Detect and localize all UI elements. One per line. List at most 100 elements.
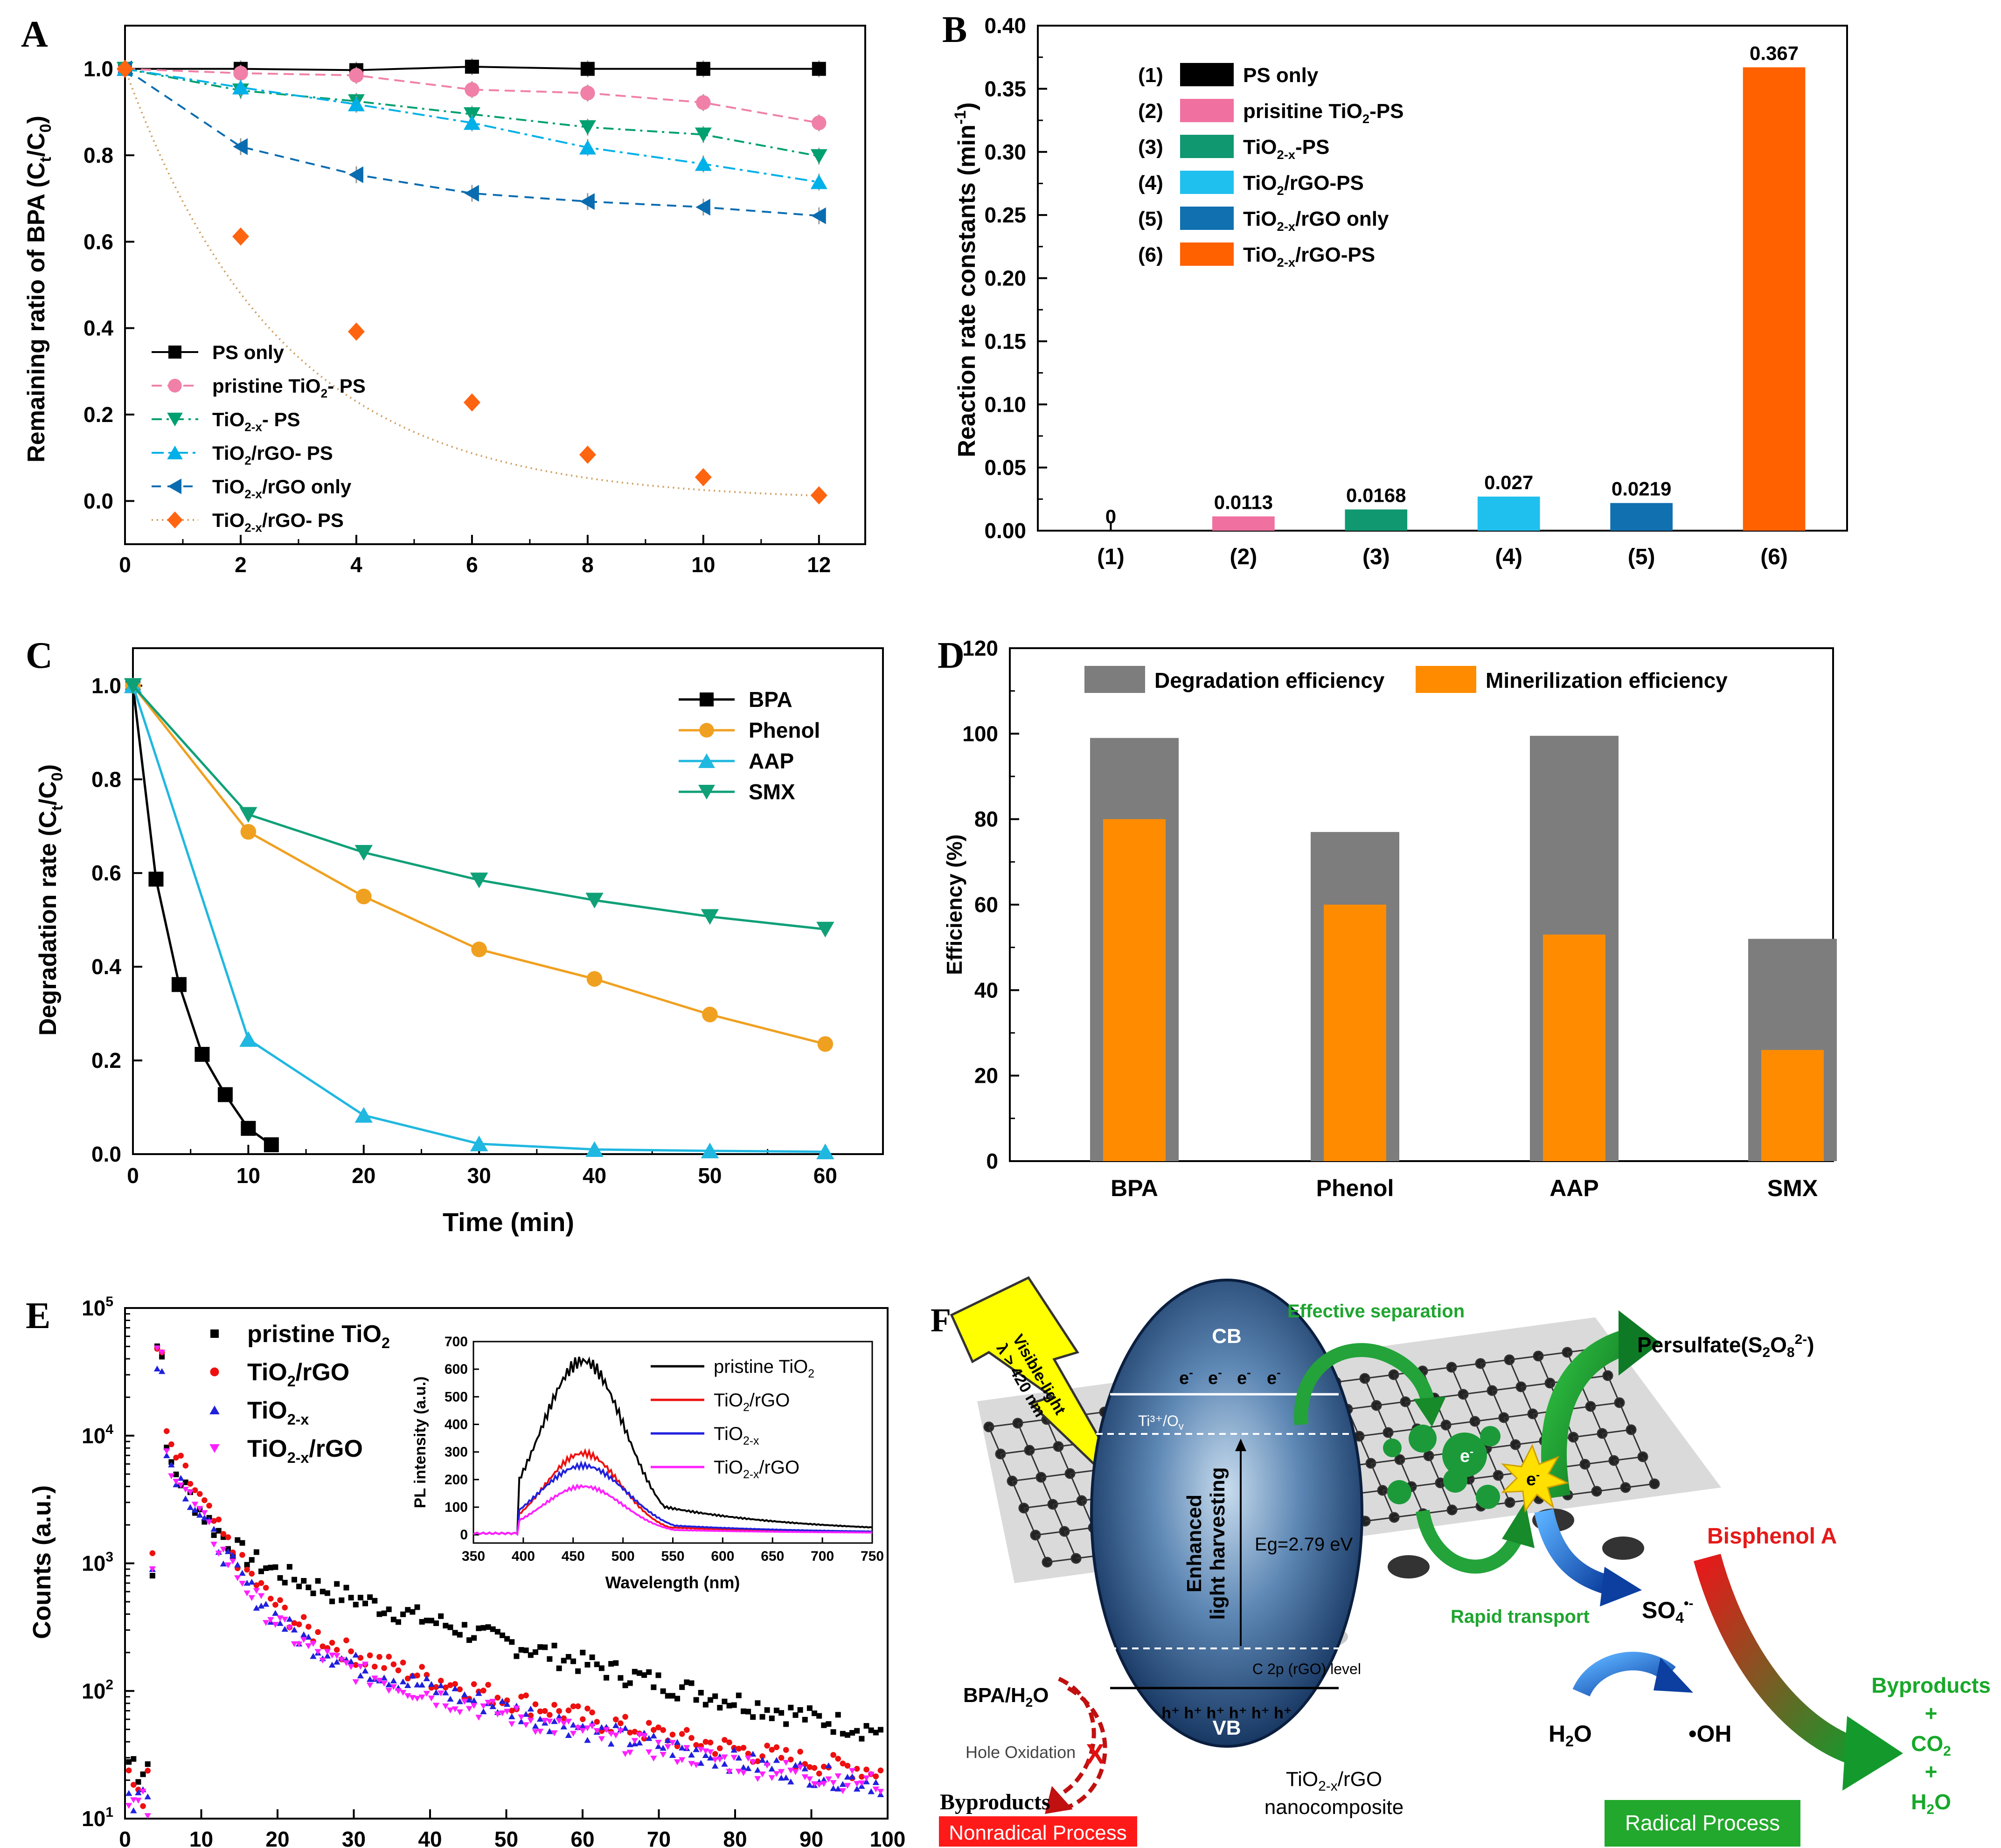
e-legend-label: TiO2-x — [247, 1397, 309, 1428]
panel-c-x-axis-label: Time (min) — [443, 1207, 574, 1237]
e-series-2-point — [257, 1602, 265, 1609]
b-legend-label: PS only — [1243, 64, 1319, 87]
e-series-1-point — [627, 1730, 633, 1736]
svg-text:e-: e- — [1267, 1365, 1281, 1388]
e-series-3-point — [598, 1736, 605, 1742]
inset-x-tick-label: 600 — [711, 1549, 734, 1564]
a-series-0-point — [812, 62, 826, 76]
c-x-tick-label: 40 — [583, 1163, 606, 1188]
e-series-2-point — [163, 1452, 170, 1459]
e-series-2-point — [697, 1760, 704, 1766]
e-series-0-point — [528, 1652, 534, 1658]
e-x-tick-label: 50 — [494, 1827, 518, 1848]
e-series-2-point — [234, 1561, 241, 1568]
e-series-0-point — [759, 1714, 765, 1720]
e-series-0-point — [315, 1578, 321, 1584]
b-legend-swatch — [1180, 135, 1234, 158]
e-series-2-point — [414, 1682, 421, 1688]
e-series-2-point — [432, 1689, 440, 1696]
e-series-0-point — [452, 1630, 458, 1636]
e-series-0-point — [561, 1658, 567, 1664]
c-y-tick-label: 0.8 — [91, 767, 121, 791]
b-y-tick-label: 0.10 — [984, 392, 1026, 416]
panel-f-label: F — [931, 1301, 951, 1339]
e-series-0-point — [395, 1619, 401, 1625]
e-series-1-point — [357, 1654, 364, 1661]
d-y-tick-label: 0 — [986, 1149, 998, 1173]
persulfate-arrow — [1541, 1330, 1628, 1499]
d-legend-swatch-degradation — [1084, 666, 1145, 693]
a-series-4-point — [464, 185, 479, 202]
e-series-1-point — [551, 1702, 557, 1708]
e-series-3-point — [811, 1781, 818, 1787]
a-legend-label: TiO2-x/rGO only — [212, 476, 352, 501]
e-series-0-point — [386, 1606, 392, 1613]
e-series-3-point — [475, 1715, 482, 1721]
e-series-1-point — [277, 1597, 283, 1603]
a-legend-label: TiO2-x- PS — [212, 408, 300, 434]
e-series-1-point — [660, 1727, 666, 1733]
e-series-0-point — [263, 1565, 269, 1571]
e-series-2-point — [806, 1781, 813, 1788]
e-series-2-point — [721, 1760, 728, 1767]
e-series-1-point — [712, 1751, 718, 1757]
c-series-3-point — [585, 893, 604, 909]
e-series-2-point — [626, 1741, 633, 1747]
e-series-2-point — [778, 1774, 785, 1781]
e-series-1-point — [561, 1715, 567, 1722]
e-series-3-point — [787, 1767, 794, 1774]
e-series-2-point — [210, 1526, 217, 1532]
e-series-1-point — [343, 1637, 349, 1644]
e-series-0-point — [419, 1619, 425, 1625]
e-series-1-point — [707, 1739, 714, 1746]
e-series-0-point — [286, 1564, 292, 1570]
e-series-3-point — [428, 1696, 435, 1702]
b-bar-value-label: 0.0113 — [1214, 491, 1273, 513]
e-series-1-point — [296, 1621, 302, 1627]
panel-e-decay-chart: E 0 10 20 30 40 50 60 70 80 90 100101102103104105 … — [26, 1294, 905, 1848]
e-series-3-point — [423, 1691, 431, 1697]
effective-separation-arrow — [1294, 1343, 1434, 1426]
e-series-0-point — [651, 1684, 657, 1690]
e-series-2-point — [158, 1368, 166, 1374]
e-series-1-point — [504, 1697, 510, 1703]
e-series-3-point — [130, 1797, 137, 1803]
e-series-3-point — [593, 1728, 600, 1734]
e-series-3-point — [295, 1641, 303, 1647]
e-series-2-point — [291, 1627, 298, 1633]
e-series-0-point — [537, 1644, 543, 1650]
e-series-0-point — [712, 1693, 718, 1699]
e-series-3-point — [480, 1703, 487, 1710]
e-y-tick-label: 104 — [82, 1422, 113, 1448]
a-series-4-point — [580, 193, 595, 210]
right-h2o-label: H2O — [1911, 1790, 1951, 1817]
e-series-1-point — [655, 1724, 661, 1730]
tio2-rgo-particle — [1090, 1279, 1363, 1748]
a-series-5-point — [347, 322, 365, 341]
b-legend-label: TiO2/rGO-PS — [1243, 172, 1364, 198]
e-series-2-point — [834, 1786, 841, 1792]
e-series-2-point — [456, 1698, 463, 1704]
e-series-2-point — [527, 1705, 535, 1712]
e-series-2-point — [622, 1725, 629, 1731]
e-series-2-point — [839, 1781, 847, 1787]
e-series-2-point — [229, 1552, 236, 1558]
d-x-tick-label: AAP — [1549, 1175, 1599, 1201]
panel-a-y-axis-label: Remaining ratio of BPA (Ct/C0) — [23, 116, 55, 463]
e-series-1-point — [452, 1681, 458, 1687]
a-y-tick-label: 0.2 — [83, 402, 113, 427]
panel-e-inset-pl-chart: 350 400 450 500 550 600 650 700 750 0 100 200 300 400… — [411, 1334, 884, 1595]
e-series-3-point — [173, 1479, 180, 1485]
a-series-5-point — [463, 393, 480, 412]
e-series-1-point — [348, 1648, 354, 1654]
e-series-0-point — [249, 1557, 255, 1563]
e-series-3-point — [310, 1640, 317, 1647]
e-series-1-point — [580, 1716, 586, 1723]
plus-sign-2: + — [1925, 1759, 1938, 1784]
e-series-1-point — [131, 1782, 137, 1788]
e-series-1-point — [646, 1720, 652, 1726]
e-series-0-point — [320, 1589, 326, 1595]
e-series-0-point — [556, 1665, 562, 1671]
e-series-1-point — [575, 1703, 581, 1710]
e-series-2-point — [773, 1757, 780, 1763]
